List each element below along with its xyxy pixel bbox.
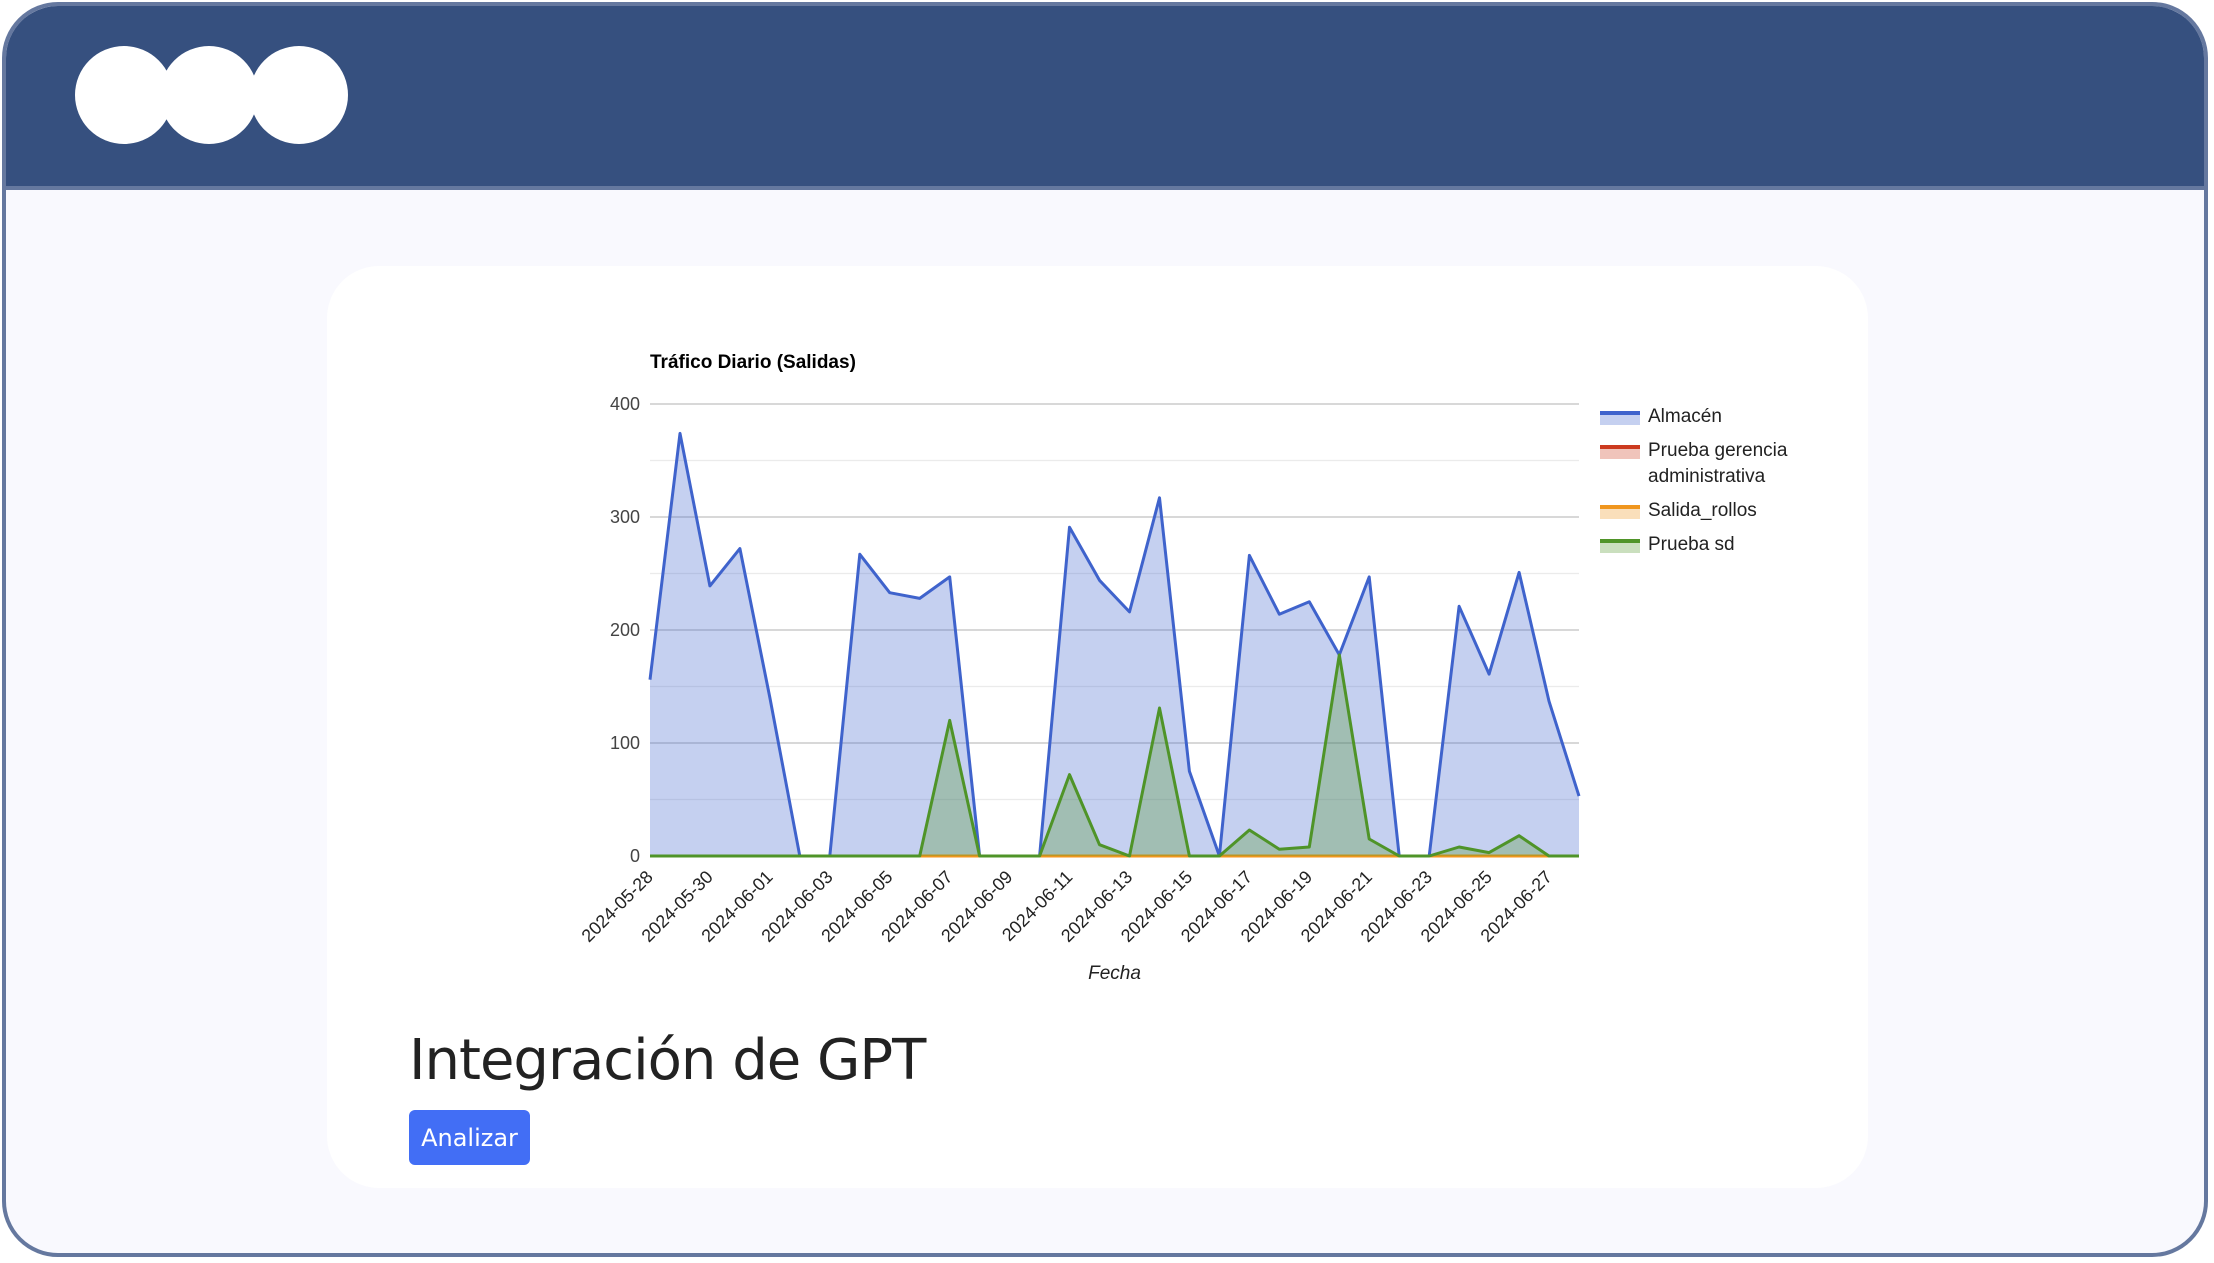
legend-swatch-line xyxy=(1600,505,1640,509)
legend-swatch-line xyxy=(1600,445,1640,449)
series-area-0 xyxy=(650,433,1579,856)
legend-swatch-fill xyxy=(1600,543,1640,553)
legend-label: administrativa xyxy=(1648,466,1766,487)
legend-item-2[interactable]: Salida_rollos xyxy=(1600,500,1757,521)
content-card xyxy=(327,266,1868,1188)
page-heading: Integración de GPT xyxy=(409,1027,926,1093)
legend-label: Almacén xyxy=(1648,406,1722,427)
y-tick-label: 400 xyxy=(610,394,640,414)
series-line-3 xyxy=(650,653,1579,858)
y-tick-label: 300 xyxy=(610,507,640,527)
legend-label: Salida_rollos xyxy=(1648,500,1757,521)
legend-label: Prueba gerencia xyxy=(1648,440,1788,461)
window-close-button[interactable] xyxy=(75,46,173,144)
legend-label: Prueba sd xyxy=(1648,534,1735,555)
legend-swatch-fill xyxy=(1600,415,1640,425)
legend-item-1[interactable]: Prueba gerencia administrativa xyxy=(1600,440,1788,487)
legend-swatch-fill xyxy=(1600,509,1640,519)
legend-item-0[interactable]: Almacén xyxy=(1600,406,1722,427)
y-tick-label: 100 xyxy=(610,733,640,753)
legend-item-3[interactable]: Prueba sd xyxy=(1600,534,1735,555)
x-axis-label: Fecha xyxy=(1088,963,1141,984)
window-minimize-button[interactable] xyxy=(160,46,258,144)
title-bar xyxy=(6,6,2204,190)
y-tick-label: 200 xyxy=(610,620,640,640)
legend-swatch-line xyxy=(1600,411,1640,415)
chart-title: Tráfico Diario (Salidas) xyxy=(650,352,856,373)
window-maximize-button[interactable] xyxy=(250,46,348,144)
y-tick-label: 0 xyxy=(630,846,640,866)
legend-swatch-line xyxy=(1600,539,1640,543)
analyze-button[interactable]: Analizar xyxy=(409,1110,530,1165)
legend-swatch-fill xyxy=(1600,449,1640,459)
